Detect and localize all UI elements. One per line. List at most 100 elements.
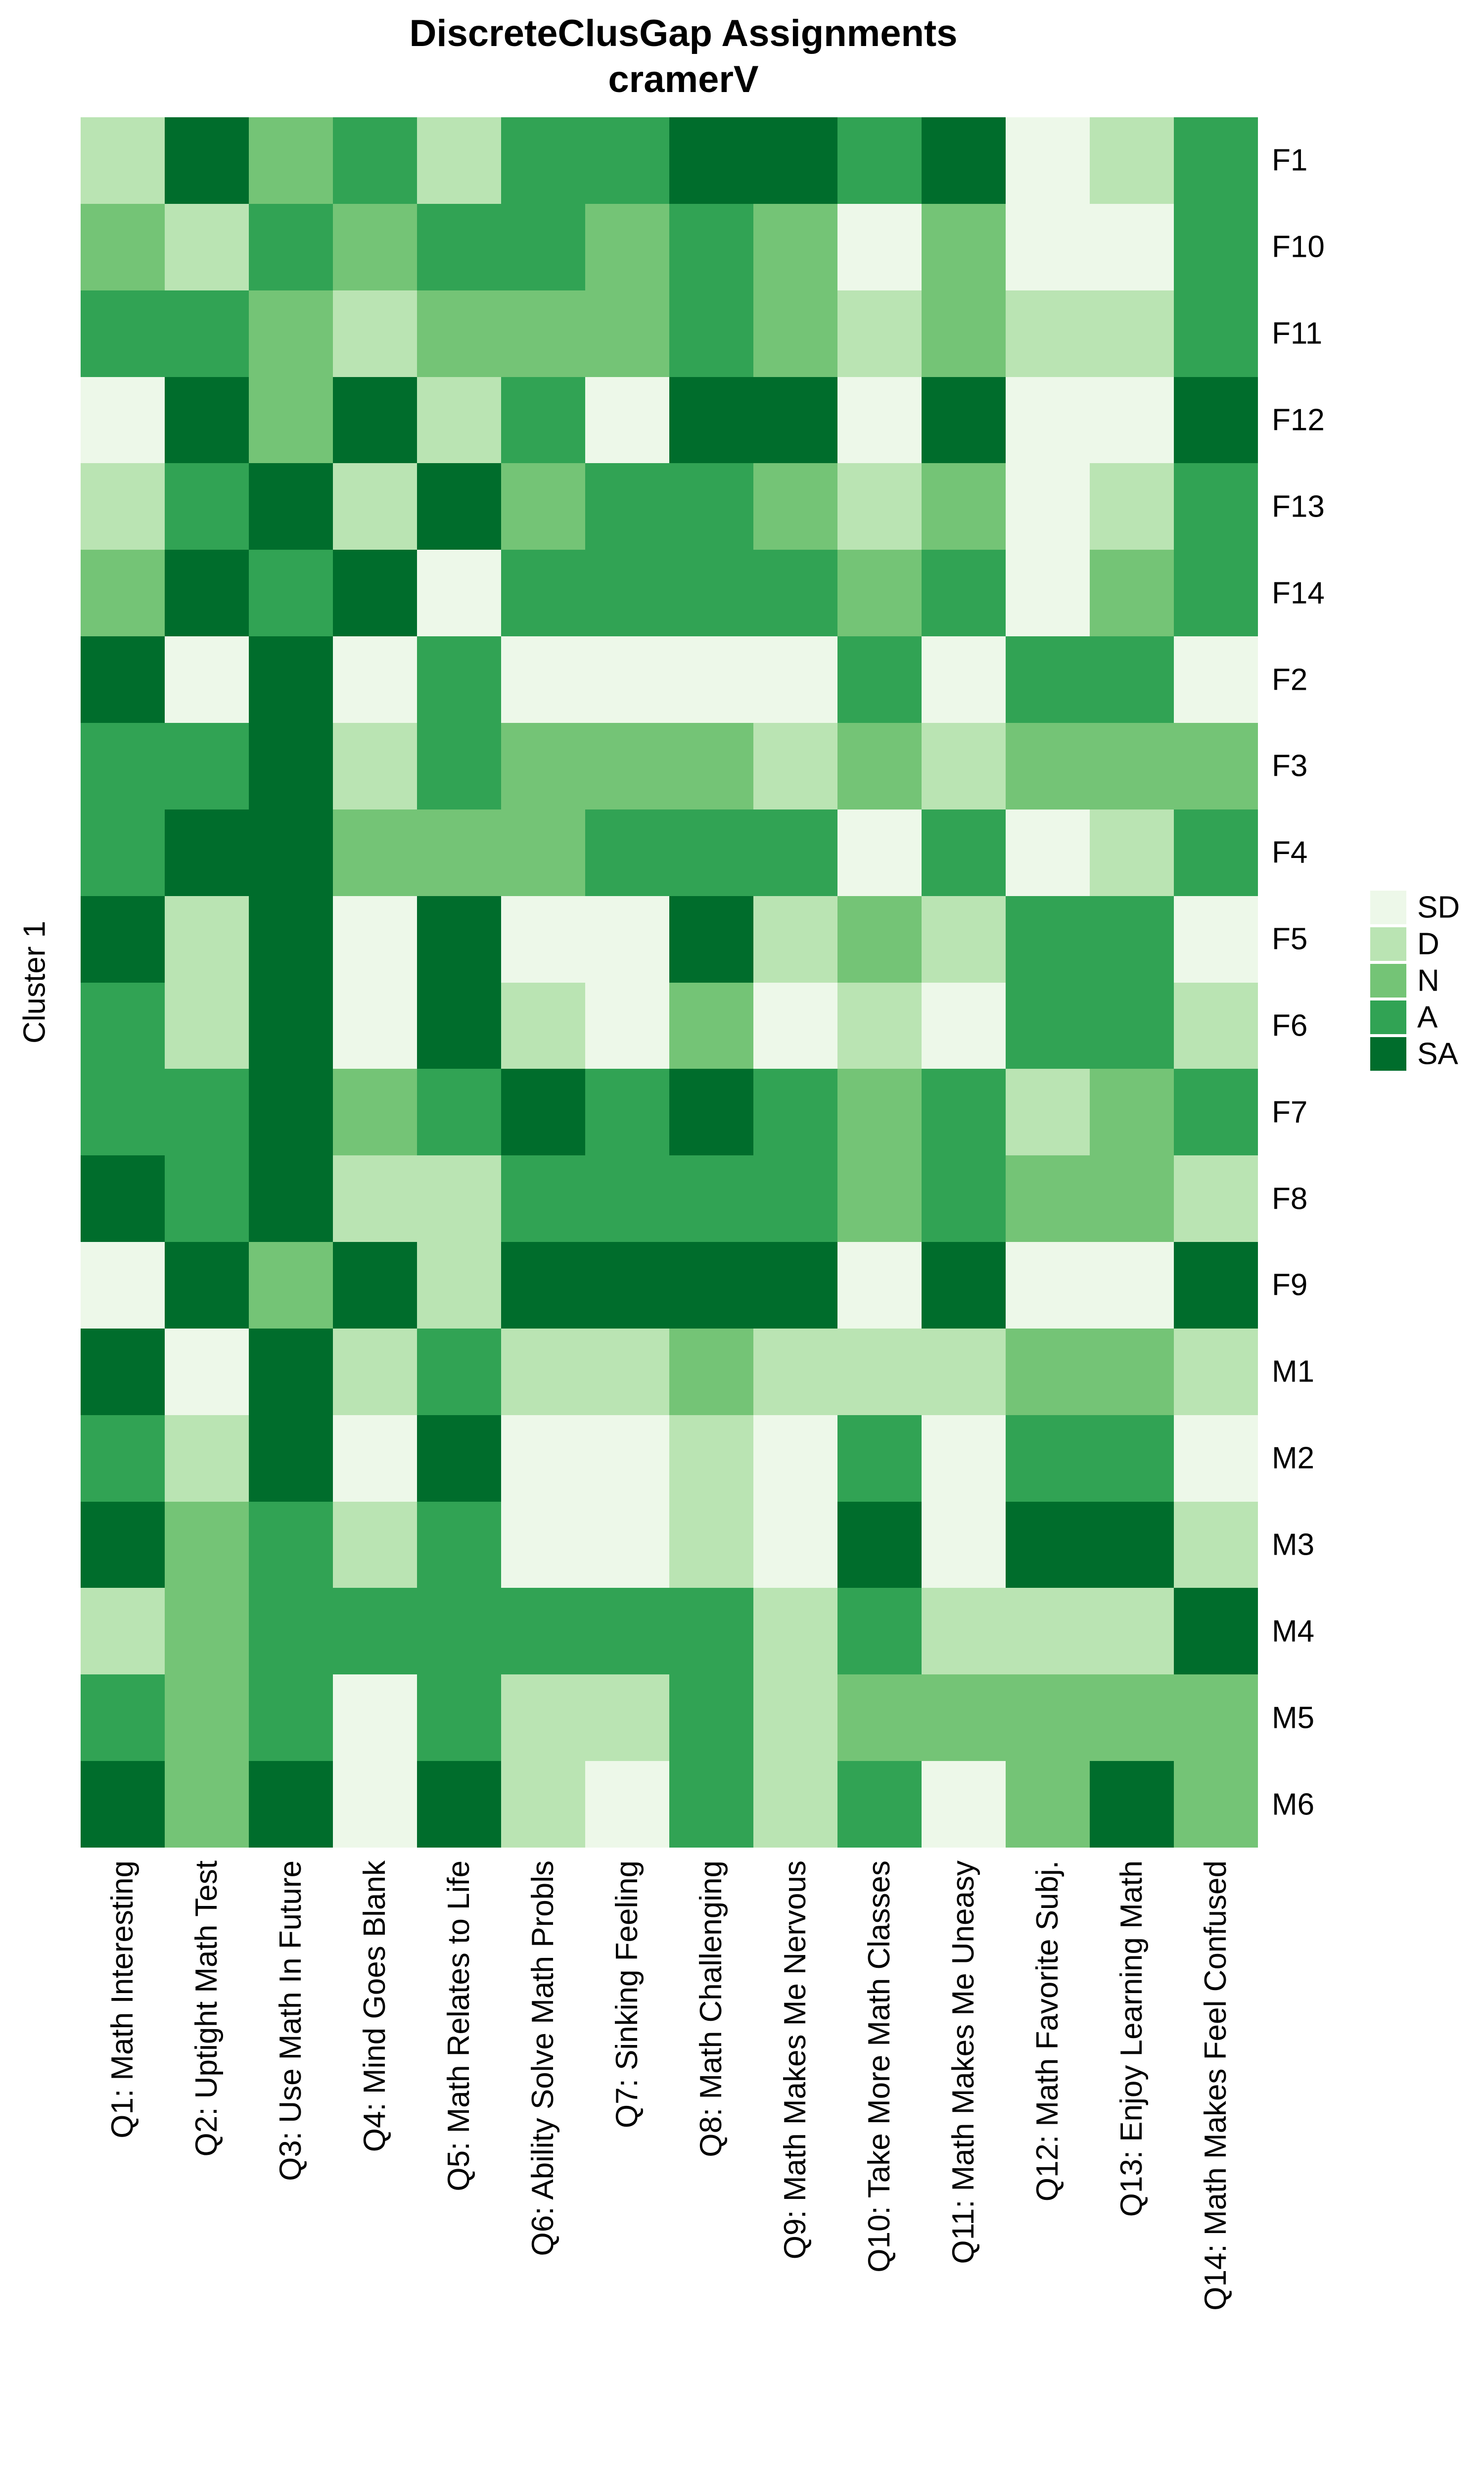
chart-title: DiscreteClusGap Assignments: [409, 12, 958, 54]
heatmap-cell: [165, 203, 249, 290]
column-label: Q2: Uptight Math Test: [189, 1860, 224, 2157]
heatmap-cell: [585, 982, 669, 1069]
heatmap-cell: [81, 1588, 165, 1675]
legend-swatch: [1370, 1000, 1406, 1034]
heatmap-cell: [333, 1415, 417, 1502]
heatmap-cell: [81, 1069, 165, 1156]
legend-swatch: [1370, 927, 1406, 961]
heatmap-cell: [1174, 1242, 1258, 1329]
heatmap-cell: [669, 117, 753, 204]
heatmap-cell: [1090, 117, 1174, 204]
heatmap-cell: [1006, 117, 1090, 204]
heatmap-cell: [417, 1328, 501, 1415]
heatmap-cell: [1006, 290, 1090, 377]
heatmap-cell: [922, 203, 1006, 290]
row-label: F10: [1272, 230, 1325, 264]
heatmap-cell: [922, 1674, 1006, 1761]
heatmap-cell: [837, 982, 922, 1069]
heatmap-cell: [417, 117, 501, 204]
legend-swatch: [1370, 964, 1406, 998]
heatmap-cell: [1090, 1415, 1174, 1502]
heatmap-cell: [669, 1588, 753, 1675]
heatmap-cell: [81, 203, 165, 290]
heatmap-cell: [1174, 1501, 1258, 1588]
heatmap-cell: [333, 1588, 417, 1675]
heatmap-cell: [922, 1415, 1006, 1502]
heatmap-cell: [1006, 722, 1090, 809]
heatmap-cell: [333, 809, 417, 896]
heatmap-cell: [501, 1069, 585, 1156]
heatmap-cell: [922, 463, 1006, 550]
heatmap-cell: [501, 896, 585, 983]
row-label: M4: [1272, 1614, 1315, 1649]
heatmap-cell: [669, 1761, 753, 1848]
column-label: Q14: Math Makes Feel Confused: [1199, 1860, 1233, 2311]
heatmap-cell: [501, 117, 585, 204]
heatmap-cell: [501, 1242, 585, 1329]
heatmap-cell: [417, 1588, 501, 1675]
heatmap-cell: [753, 1415, 837, 1502]
legend-label: SA: [1417, 1037, 1458, 1071]
heatmap-cell: [249, 463, 333, 550]
heatmap-cell: [333, 636, 417, 723]
heatmap-cell: [837, 1501, 922, 1588]
heatmap-cell: [837, 1761, 922, 1848]
heatmap-cell: [165, 1242, 249, 1329]
heatmap-cell: [165, 896, 249, 983]
heatmap-cell: [1090, 1588, 1174, 1675]
heatmap-cell: [922, 1242, 1006, 1329]
heatmap-cell: [669, 203, 753, 290]
heatmap-cell: [81, 809, 165, 896]
heatmap-cell: [585, 463, 669, 550]
heatmap-cell: [165, 1501, 249, 1588]
legend-swatch: [1370, 891, 1406, 924]
heatmap-cell: [417, 203, 501, 290]
heatmap-cell: [417, 896, 501, 983]
heatmap-cell: [1090, 1761, 1174, 1848]
heatmap-cell: [753, 203, 837, 290]
heatmap-cell: [1174, 1069, 1258, 1156]
heatmap-cell: [1090, 896, 1174, 983]
heatmap-cell: [249, 896, 333, 983]
heatmap-cell: [753, 1242, 837, 1329]
heatmap-cell: [333, 117, 417, 204]
heatmap-cell: [585, 1155, 669, 1242]
heatmap-cell: [837, 636, 922, 723]
heatmap-cell: [753, 1155, 837, 1242]
heatmap-cell: [1006, 809, 1090, 896]
heatmap-cell: [669, 463, 753, 550]
heatmap-cell: [1090, 1155, 1174, 1242]
heatmap-cell: [922, 1588, 1006, 1675]
heatmap-cell: [165, 636, 249, 723]
heatmap-cell: [1174, 117, 1258, 204]
heatmap-cell: [1090, 809, 1174, 896]
heatmap-cell: [1090, 722, 1174, 809]
heatmap-cell: [333, 463, 417, 550]
column-label: Q4: Mind Goes Blank: [358, 1860, 392, 2152]
heatmap-cell: [333, 290, 417, 377]
heatmap-cell: [669, 896, 753, 983]
heatmap-cell: [1006, 1761, 1090, 1848]
heatmap-cell: [585, 1069, 669, 1156]
heatmap-cell: [669, 982, 753, 1069]
heatmap-cell: [1174, 809, 1258, 896]
heatmap-cell: [837, 809, 922, 896]
heatmap-cell: [417, 550, 501, 637]
heatmap-cell: [922, 290, 1006, 377]
heatmap-cell: [165, 1761, 249, 1848]
heatmap-cell: [249, 1155, 333, 1242]
heatmap-cell: [922, 1761, 1006, 1848]
heatmap-cell: [669, 722, 753, 809]
heatmap-cell: [1006, 896, 1090, 983]
heatmap-cell: [501, 982, 585, 1069]
heatmap-cell: [922, 377, 1006, 464]
heatmap-cell: [81, 1761, 165, 1848]
heatmap-cell: [81, 377, 165, 464]
heatmap-cell: [753, 117, 837, 204]
heatmap-cell: [922, 809, 1006, 896]
heatmap-cell: [333, 203, 417, 290]
heatmap-cell: [1006, 1415, 1090, 1502]
heatmap-cell: [753, 1761, 837, 1848]
row-label: F4: [1272, 835, 1308, 870]
heatmap-cell: [81, 1242, 165, 1329]
